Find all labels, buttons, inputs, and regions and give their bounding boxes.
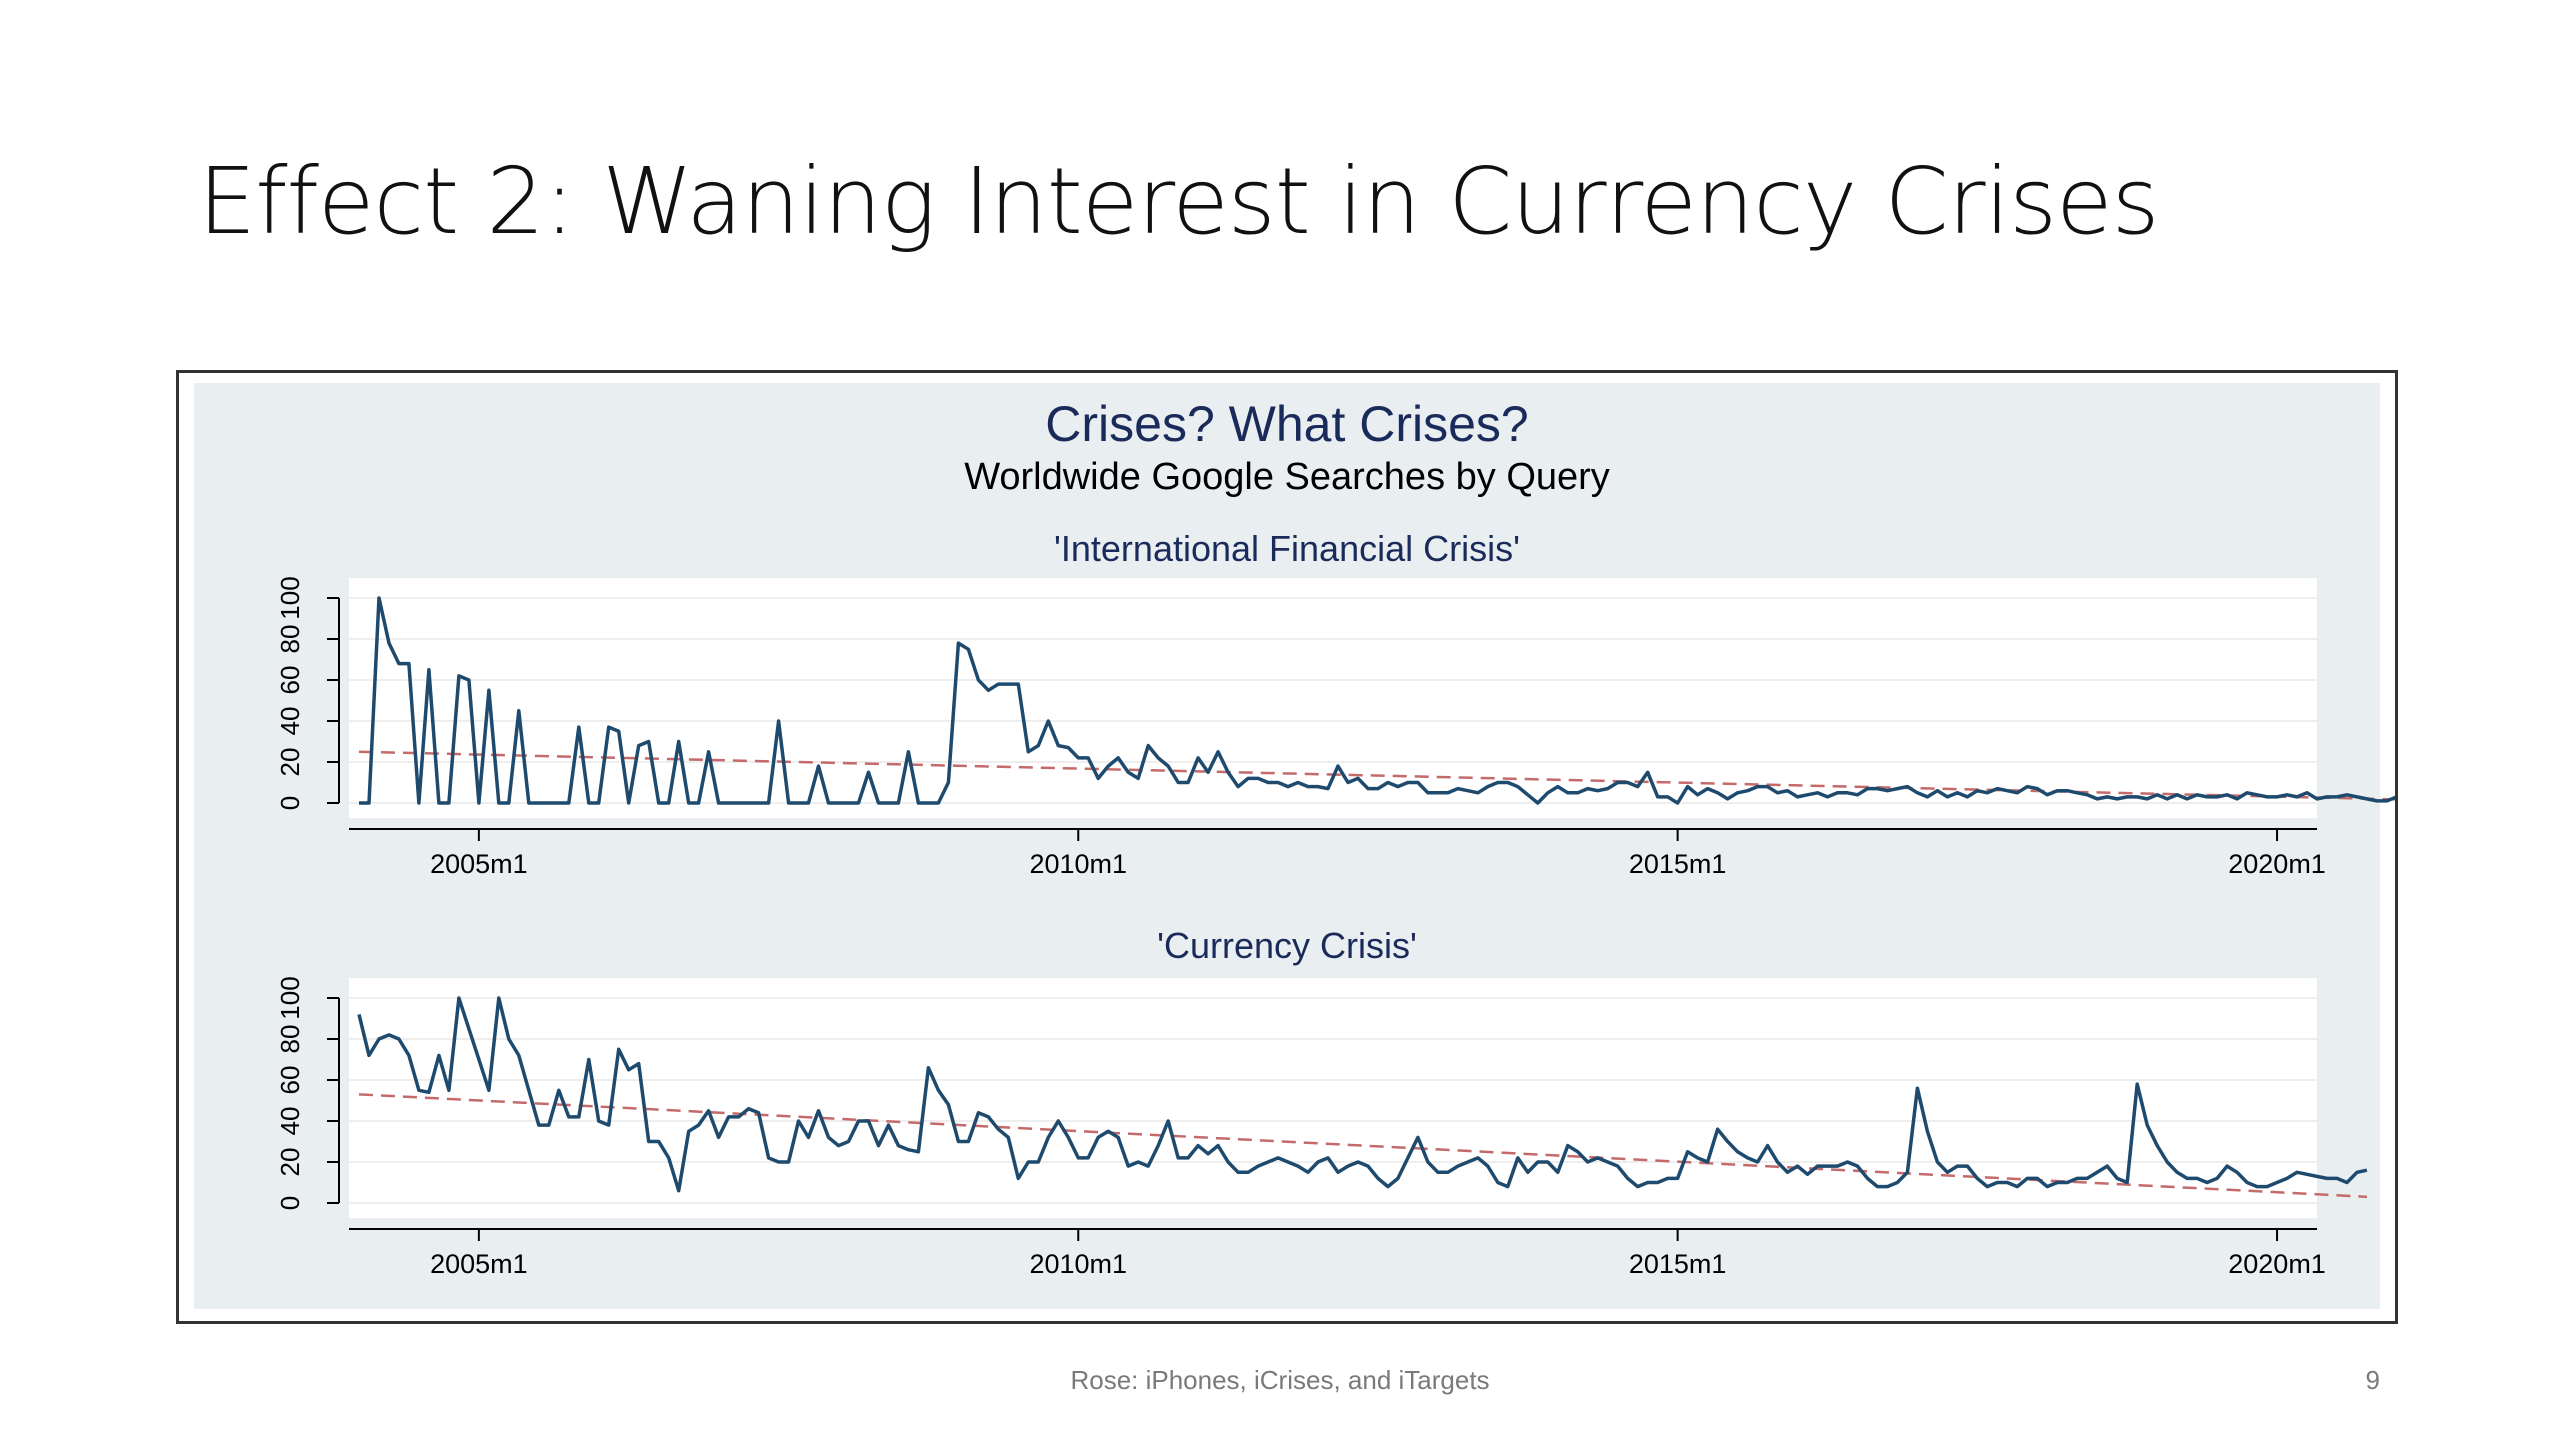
chart-subtitle: Worldwide Google Searches by Query: [964, 456, 1610, 498]
x-tick-label: 2015m1: [1629, 849, 1727, 879]
y-tick-label: 80: [275, 1025, 305, 1054]
y-tick-label: 0: [275, 1196, 305, 1210]
series-line: [359, 596, 2395, 805]
chart-panel-1: 'International Financial Crisis' 0 20 40 60 8…: [275, 528, 2395, 879]
trend-line: [358, 750, 2395, 801]
y-tick-label: 80: [275, 625, 305, 654]
x-tick-label: 2015m1: [1629, 1249, 1727, 1279]
y-tick-label: 100: [275, 976, 305, 1019]
y-tick-label: 20: [275, 1148, 305, 1177]
y-tick-label: 40: [275, 1107, 305, 1136]
y-tick-label: 40: [275, 707, 305, 736]
x-tick-label: 2020m1: [2228, 1249, 2326, 1279]
slide-title: Effect 2: Waning Interest in Currency Cr…: [198, 148, 2160, 255]
y-tick-label: 100: [275, 576, 305, 619]
x-tick-label: 2005m1: [430, 1249, 528, 1279]
x-tick-label: 2005m1: [430, 849, 528, 879]
chart-panel-2: 'Currency Crisis' 0 20 40 60 80 100 2005m1 2010m…: [275, 925, 2368, 1279]
chart-svg: Crises? What Crises? Worldwide Google Se…: [194, 383, 2395, 1309]
y-tick-label: 0: [275, 796, 305, 810]
chart-figure: Crises? What Crises? Worldwide Google Se…: [176, 370, 2398, 1324]
x-tick-label: 2010m1: [1029, 849, 1127, 879]
x-tick-label: 2020m1: [2228, 849, 2326, 879]
series-line: [357, 996, 2368, 1193]
slide-footer: Rose: iPhones, iCrises, and iTargets: [1070, 1365, 1490, 1395]
y-tick-label: 60: [275, 1066, 305, 1095]
x-tick-label: 2010m1: [1029, 1249, 1127, 1279]
y-tick-label: 60: [275, 666, 305, 695]
y-tick-label: 20: [275, 748, 305, 777]
page-number: 9: [2365, 1365, 2380, 1395]
panel-title: 'International Financial Crisis': [1054, 528, 1520, 569]
plot-area: [349, 578, 2317, 818]
panel-title: 'Currency Crisis': [1157, 925, 1417, 966]
chart-title: Crises? What Crises?: [1045, 396, 1528, 452]
